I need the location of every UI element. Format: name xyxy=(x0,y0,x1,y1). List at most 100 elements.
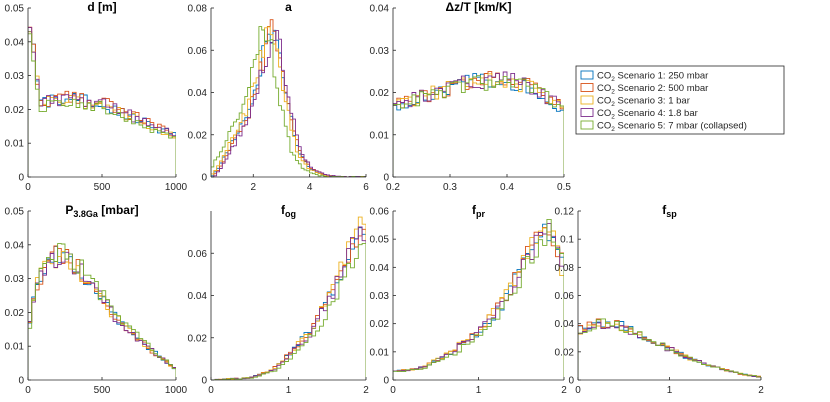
series-group xyxy=(393,218,564,380)
histogram-series-4 xyxy=(28,251,176,380)
y-tick-label: 0.02 xyxy=(188,130,208,141)
legend-box xyxy=(575,65,785,135)
y-tick-label: 0.08 xyxy=(188,4,208,15)
panel-title: d [m] xyxy=(87,0,116,14)
y-tick-label: 0.02 xyxy=(555,347,575,358)
panel-title: Δz/T [km/K] xyxy=(446,0,512,14)
subplot-3: 0.2 0.3 0.4 0.5 0 0.01 0.02 0.03 0.04 Δz/T [km/K] xyxy=(370,0,572,193)
y-tick-label: 0.04 xyxy=(370,4,390,15)
y-tick-label: 0.12 xyxy=(555,207,575,218)
subplot-7: 0 1 200.020.040.060.080.10.12 fsp xyxy=(555,203,765,396)
y-tick-label: 0.1 xyxy=(560,235,574,246)
panel-title: fog xyxy=(281,203,296,219)
y-tick-label: 0.03 xyxy=(5,274,25,285)
x-tick-label: 1 xyxy=(476,385,482,396)
series-group xyxy=(578,318,761,380)
subplot-6: 0 1 2 0 0.01 0.02 0.03 0.04 0.05 0.06 fpr xyxy=(370,203,568,396)
legend-entry: CO2 Scenario 1: 250 mbar xyxy=(597,71,708,84)
y-tick-label: 0.02 xyxy=(370,88,390,99)
y-tick-label: 0.06 xyxy=(188,249,208,260)
x-tick-label: 1000 xyxy=(165,182,188,193)
x-tick-label: 2 xyxy=(250,182,256,193)
x-tick-label: 0 xyxy=(208,385,214,396)
y-tick-label: 0.01 xyxy=(5,139,25,150)
histogram-series-4 xyxy=(28,27,176,177)
y-tick-label: 0 xyxy=(18,173,24,184)
y-tick-label: 0.06 xyxy=(188,46,208,57)
x-tick-label: 0.3 xyxy=(443,182,457,193)
subplot-4: 0 500 1000 0 0.01 0.02 0.03 0.04 0.05 P3.8Ga [mba… xyxy=(5,203,188,396)
legend-entry: CO2 Scenario 3: 1 bar xyxy=(597,96,690,109)
y-tick-label: 0 xyxy=(568,376,574,387)
panel-title: fpr xyxy=(472,203,485,219)
panel-title: fsp xyxy=(662,203,677,219)
y-tick-label: 0 xyxy=(201,173,207,184)
legend-entry: CO2 Scenario 5: 7 mbar (collapsed) xyxy=(597,121,747,134)
x-tick-label: 0.4 xyxy=(500,182,514,193)
panel-title: a xyxy=(285,0,292,14)
y-tick-label: 0.01 xyxy=(370,347,390,358)
x-tick-label: 2 xyxy=(758,385,764,396)
x-tick-label: 0 xyxy=(25,385,31,396)
histogram-series-5 xyxy=(578,318,761,380)
x-tick-label: 6 xyxy=(363,182,369,193)
histogram-series-5 xyxy=(28,33,176,177)
histogram-series-2 xyxy=(211,19,366,177)
y-tick-label: 0.04 xyxy=(5,37,25,48)
histogram-series-4 xyxy=(393,71,564,177)
subplot-5: 0 1 2 0 0.02 0.04 0.06 fog xyxy=(188,203,370,396)
series-group xyxy=(211,216,366,380)
y-tick-label: 0.04 xyxy=(188,291,208,302)
series-group xyxy=(28,243,176,380)
y-tick-label: 0.02 xyxy=(370,319,390,330)
y-tick-label: 0.08 xyxy=(555,263,575,274)
y-tick-label: 0 xyxy=(18,376,24,387)
x-tick-label: 1 xyxy=(286,385,292,396)
histogram-series-3 xyxy=(28,251,176,380)
y-tick-label: 0.06 xyxy=(555,291,575,302)
x-tick-label: 1 xyxy=(667,385,673,396)
panel-title: P3.8Ga [mbar] xyxy=(65,203,138,219)
y-tick-label: 0.05 xyxy=(370,235,390,246)
y-tick-label: 0 xyxy=(383,376,389,387)
legend-swatch xyxy=(580,120,594,130)
x-tick-label: 0.5 xyxy=(557,182,571,193)
x-tick-label: 500 xyxy=(94,385,111,396)
y-tick-label: 0.02 xyxy=(5,105,25,116)
legend-entry: CO2 Scenario 4: 1.8 bar xyxy=(597,108,698,121)
x-tick-label: 0 xyxy=(575,385,581,396)
subplot-2: 2 4 6 0 0.02 0.04 0.06 0.08 a xyxy=(188,0,370,193)
legend-swatch xyxy=(580,108,594,117)
y-tick-label: 0.01 xyxy=(370,130,390,141)
x-tick-label: 0.2 xyxy=(386,182,400,193)
x-tick-label: 2 xyxy=(561,385,567,396)
y-tick-label: 0 xyxy=(383,173,389,184)
y-tick-label: 0.03 xyxy=(370,291,390,302)
histogram-series-4 xyxy=(211,226,366,380)
y-tick-label: 0.05 xyxy=(5,4,25,15)
y-tick-label: 0.04 xyxy=(5,240,25,251)
x-tick-label: 0 xyxy=(390,385,396,396)
y-tick-label: 0.02 xyxy=(5,308,25,319)
x-tick-label: 1000 xyxy=(165,385,188,396)
histogram-series-5 xyxy=(28,243,176,380)
histogram-series-5 xyxy=(211,26,366,177)
y-tick-label: 0.01 xyxy=(5,342,25,353)
histogram-series-4 xyxy=(393,222,564,380)
x-tick-label: 4 xyxy=(307,182,313,193)
y-tick-label: 0.06 xyxy=(370,207,390,218)
y-tick-label: 0.02 xyxy=(188,333,208,344)
histogram-series-2 xyxy=(28,245,176,380)
histogram-series-4 xyxy=(578,322,761,380)
y-tick-label: 0.03 xyxy=(5,71,25,82)
legend-swatch xyxy=(580,95,594,105)
subplot-1: 0 500 1000 0 0.01 0.02 0.03 0.04 0.05 d [m] xyxy=(5,0,188,193)
histogram-series-5 xyxy=(211,242,366,380)
x-tick-label: 0 xyxy=(25,182,31,193)
series-group xyxy=(393,71,564,177)
y-tick-label: 0.03 xyxy=(370,46,390,57)
histogram-series-3 xyxy=(393,73,564,177)
histogram-series-1 xyxy=(393,73,564,177)
